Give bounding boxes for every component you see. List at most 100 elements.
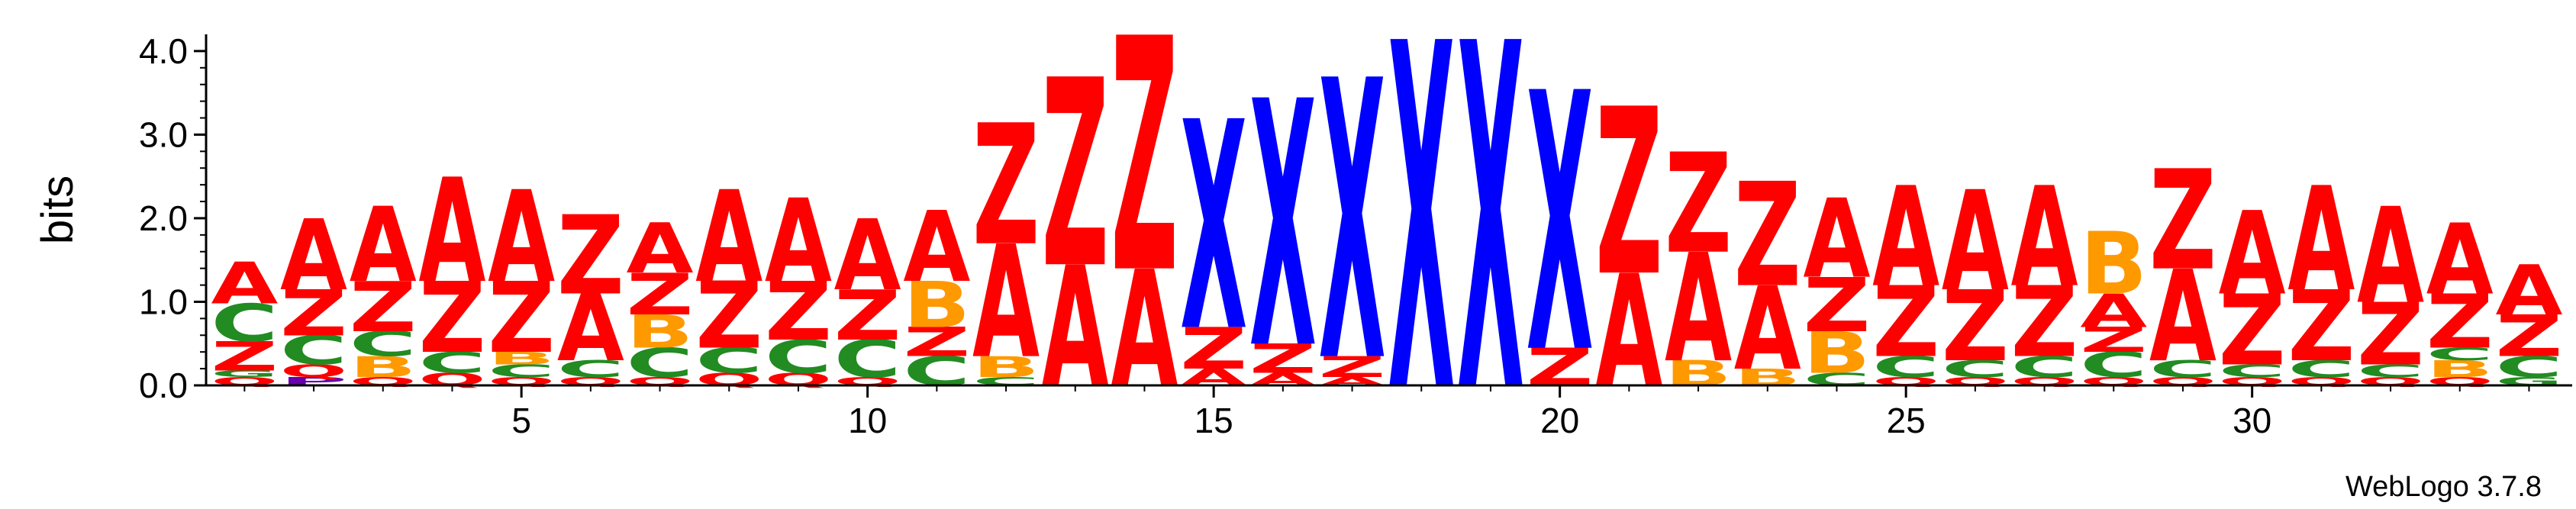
- logo-letter-z: Z: [1942, 270, 2009, 384]
- x-tick-label: 5: [511, 401, 531, 440]
- logo-letter-z: Z: [350, 268, 417, 347]
- logo-letter-a: A: [2357, 180, 2424, 333]
- logo-letter-a: A: [1734, 263, 1801, 396]
- logo-letter-c: C: [834, 330, 901, 389]
- logo-letter-a: A: [695, 165, 762, 311]
- logo-letter-b: B: [1803, 320, 1870, 386]
- logo-letter-x: X: [1180, 63, 1247, 395]
- logo-letter-a: A: [972, 213, 1040, 393]
- logo-letter-a: A: [1042, 231, 1109, 424]
- logo-glyphs: QGZCAPQCZAQBCZAQCZAQCBZAQCAZQCBZAQCZAQCZ…: [211, 0, 2562, 498]
- logo-letter-c: C: [2287, 356, 2355, 382]
- logo-letter-a: A: [1942, 162, 2009, 322]
- logo-letter-a: A: [765, 175, 832, 308]
- logo-letter-c: C: [1942, 356, 2009, 382]
- logo-letter-z: Z: [2357, 285, 2424, 385]
- logo-letter-a: A: [1111, 237, 1178, 424]
- logo-letter-a: A: [211, 250, 279, 317]
- logo-letter-a: A: [834, 200, 901, 313]
- logo-letter-z: Z: [1180, 315, 1247, 382]
- logo-letter-c: C: [2149, 356, 2217, 382]
- logo-letter-a: A: [2495, 251, 2562, 330]
- logo-letter-c: C: [695, 341, 762, 381]
- logo-letter-a: A: [2219, 188, 2286, 321]
- logo-letter-x: X: [1457, 0, 1524, 498]
- logo-letter-c: C: [418, 346, 485, 379]
- logo-letter-z: Z: [1042, 25, 1109, 325]
- logo-letter-z: Z: [2426, 279, 2494, 365]
- logo-letter-a: A: [488, 165, 555, 311]
- logo-letter-c: C: [765, 331, 832, 385]
- logo-letter-z: Z: [1249, 336, 1317, 382]
- logo-letter-z: Z: [1595, 60, 1662, 327]
- y-axis-title: bits: [33, 176, 82, 244]
- logo-letter-c: C: [2080, 346, 2147, 385]
- logo-letter-x: X: [1388, 0, 1455, 498]
- logo-letter-z: Z: [765, 266, 832, 359]
- logo-letter-z: Z: [1665, 124, 1732, 285]
- y-tick-label: 4.0: [139, 31, 188, 71]
- logo-letter-b: B: [903, 269, 970, 342]
- logo-letter-b: B: [488, 349, 555, 369]
- logo-letter-g: G: [211, 369, 278, 379]
- logo-letter-a: A: [280, 200, 347, 313]
- logo-letter-a: A: [557, 275, 624, 382]
- logo-letter-a: A: [627, 210, 694, 289]
- logo-letter-a: A: [2149, 244, 2217, 391]
- logo-letter-z: Z: [972, 89, 1040, 282]
- logo-letter-x: X: [1319, 1, 1386, 447]
- logo-letter-x: X: [1249, 31, 1317, 424]
- logo-letter-z: Z: [903, 319, 970, 366]
- logo-letter-b: B: [350, 351, 417, 385]
- logo-letter-a: A: [2426, 204, 2494, 317]
- logo-letter-z: Z: [418, 262, 485, 375]
- logo-letter-z: Z: [1872, 266, 1939, 380]
- logo-letter-z: Z: [2080, 320, 2147, 360]
- logo-letter-z: Z: [695, 263, 762, 369]
- logo-letter-a: A: [1803, 176, 1870, 303]
- logo-letter-c: C: [2426, 345, 2494, 365]
- logo-letter-z: Z: [2287, 270, 2355, 384]
- logo-letter-a: A: [1872, 157, 1939, 317]
- logo-letter-c: C: [2219, 361, 2286, 381]
- y-tick-label: 0.0: [139, 366, 188, 405]
- logo-letter-z: Z: [2149, 141, 2217, 301]
- x-tick-label: 20: [1540, 401, 1579, 440]
- logo-letter-c: C: [627, 340, 694, 386]
- logo-letter-z: Z: [1803, 262, 1870, 348]
- logo-letter-z: Z: [834, 276, 901, 356]
- logo-letter-c: C: [2357, 361, 2424, 381]
- logo-letter-a: A: [2011, 157, 2078, 317]
- logo-letter-b: B: [627, 305, 694, 359]
- x-tick-label: 15: [1195, 401, 1233, 440]
- x-tick-label: 10: [848, 401, 887, 440]
- logo-letter-b: B: [972, 351, 1040, 385]
- y-tick-label: 3.0: [139, 114, 188, 154]
- logo-letter-b: B: [2426, 356, 2494, 382]
- logo-letter-c: C: [211, 294, 278, 353]
- y-tick-label: 2.0: [139, 198, 188, 238]
- logo-letter-a: A: [2080, 285, 2147, 338]
- logo-letter-z: Z: [1111, 0, 1178, 344]
- x-tick-label: 30: [2233, 401, 2271, 440]
- x-tick-label: 25: [1887, 401, 1926, 440]
- logo-letter-z: Z: [1319, 351, 1386, 384]
- logo-letter-z: Z: [280, 278, 347, 350]
- logo-letter-a: A: [2287, 156, 2355, 324]
- logo-letter-c: C: [2495, 350, 2562, 383]
- logo-letter-c: C: [1872, 350, 1939, 383]
- axes: 0.0 1.0 2.0 3.0 4.0 5 10 15 20 25 30: [139, 31, 2572, 440]
- logo-letter-z: Z: [2011, 266, 2078, 380]
- logo-letter-a: A: [1665, 222, 1732, 395]
- logo-letter-z: Z: [557, 193, 624, 320]
- weblogo-credit: WebLogo 3.7.8: [2345, 471, 2542, 503]
- logo-letter-z: Z: [211, 333, 278, 380]
- logo-letter-z: Z: [1734, 153, 1801, 319]
- logo-letter-x: X: [1527, 18, 1594, 431]
- logo-letter-a: A: [418, 148, 485, 315]
- logo-letter-b: B: [2080, 214, 2147, 314]
- logo-letter-z: Z: [627, 261, 694, 328]
- logo-letter-a: A: [1595, 243, 1662, 423]
- logo-letter-c: C: [350, 324, 417, 364]
